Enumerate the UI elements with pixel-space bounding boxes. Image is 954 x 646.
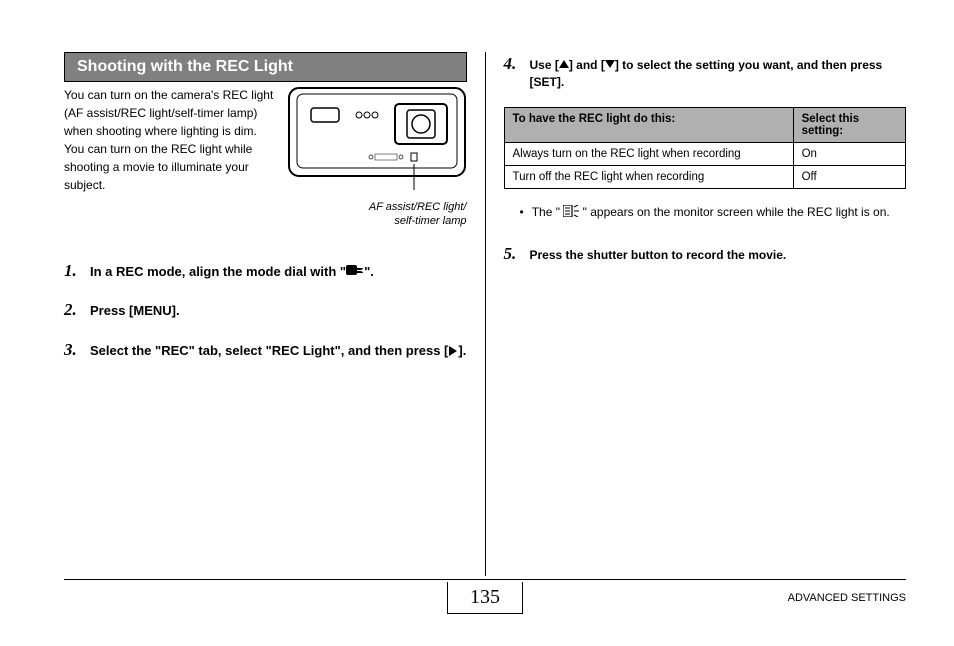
right-column: 4. Use [] and [] to select the setting y…: [486, 52, 907, 576]
diagram-caption: AF assist/REC light/ self-timer lamp: [287, 200, 467, 229]
table-cell: Turn off the REC light when recording: [504, 166, 793, 189]
step-1: 1. In a REC mode, align the mode dial wi…: [64, 259, 467, 283]
step-text: In a REC mode, align the mode dial with …: [90, 263, 467, 282]
table-header-cell: Select this setting:: [793, 108, 905, 143]
table-row: Turn off the REC light when recording Of…: [504, 166, 906, 189]
table-header-cell: To have the REC light do this:: [504, 108, 793, 143]
step-4: 4. Use [] and [] to select the setting y…: [504, 52, 907, 91]
rec-light-indicator-icon: [563, 204, 579, 222]
note-text: The " " appears on the monitor screen wh…: [532, 203, 890, 222]
footer-label: ADVANCED SETTINGS: [523, 592, 906, 604]
step-number: 2.: [64, 298, 82, 322]
note: • The " " appears on the monitor screen …: [504, 203, 907, 222]
table-header-row: To have the REC light do this: Select th…: [504, 108, 906, 143]
camera-illustration-icon: [287, 86, 467, 196]
step-text-part: Use [: [530, 58, 559, 72]
step-text: Select the "REC" tab, select "REC Light"…: [90, 342, 467, 361]
up-arrow-icon: [559, 57, 569, 74]
step-number: 3.: [64, 338, 82, 362]
page-number: 135: [447, 582, 523, 614]
content-area: Shooting with the REC Light You can turn…: [64, 52, 906, 576]
table-cell: Off: [793, 166, 905, 189]
table-cell: Always turn on the REC light when record…: [504, 143, 793, 166]
note-text-part: The ": [532, 205, 564, 219]
note-text-part: " appears on the monitor screen while th…: [579, 205, 889, 219]
table-cell: On: [793, 143, 905, 166]
mode-dial-bs-icon: [346, 263, 364, 281]
intro-text: You can turn on the camera's REC light (…: [64, 86, 279, 229]
step-text: Press the shutter button to record the m…: [530, 247, 907, 264]
step-text: Use [] and [] to select the setting you …: [530, 57, 907, 91]
page-number-wrap: 135: [447, 582, 523, 614]
step-text-part: Select the "REC" tab, select "REC Light"…: [90, 343, 448, 358]
left-column: Shooting with the REC Light You can turn…: [64, 52, 486, 576]
camera-diagram: AF assist/REC light/ self-timer lamp: [287, 86, 467, 229]
step-text-part: In a REC mode, align the mode dial with …: [90, 264, 346, 279]
step-3: 3. Select the "REC" tab, select "REC Lig…: [64, 338, 467, 362]
section-header: Shooting with the REC Light: [64, 52, 467, 82]
right-arrow-icon: [448, 343, 458, 361]
step-text-part: ".: [364, 264, 374, 279]
bullet-icon: •: [520, 203, 524, 222]
step-number: 1.: [64, 259, 82, 283]
step-number: 5.: [504, 242, 522, 266]
page: Shooting with the REC Light You can turn…: [0, 0, 954, 646]
step-text: Press [MENU].: [90, 302, 467, 320]
step-5: 5. Press the shutter button to record th…: [504, 242, 907, 266]
settings-table: To have the REC light do this: Select th…: [504, 107, 907, 189]
step-text-part: ].: [458, 343, 466, 358]
table-row: Always turn on the REC light when record…: [504, 143, 906, 166]
footer: 135 ADVANCED SETTINGS: [64, 579, 906, 616]
step-2: 2. Press [MENU].: [64, 298, 467, 322]
steps-left: 1. In a REC mode, align the mode dial wi…: [64, 259, 467, 362]
down-arrow-icon: [605, 57, 615, 74]
intro-row: You can turn on the camera's REC light (…: [64, 86, 467, 229]
step-number: 4.: [504, 52, 522, 76]
step-text-part: ] and [: [569, 58, 605, 72]
